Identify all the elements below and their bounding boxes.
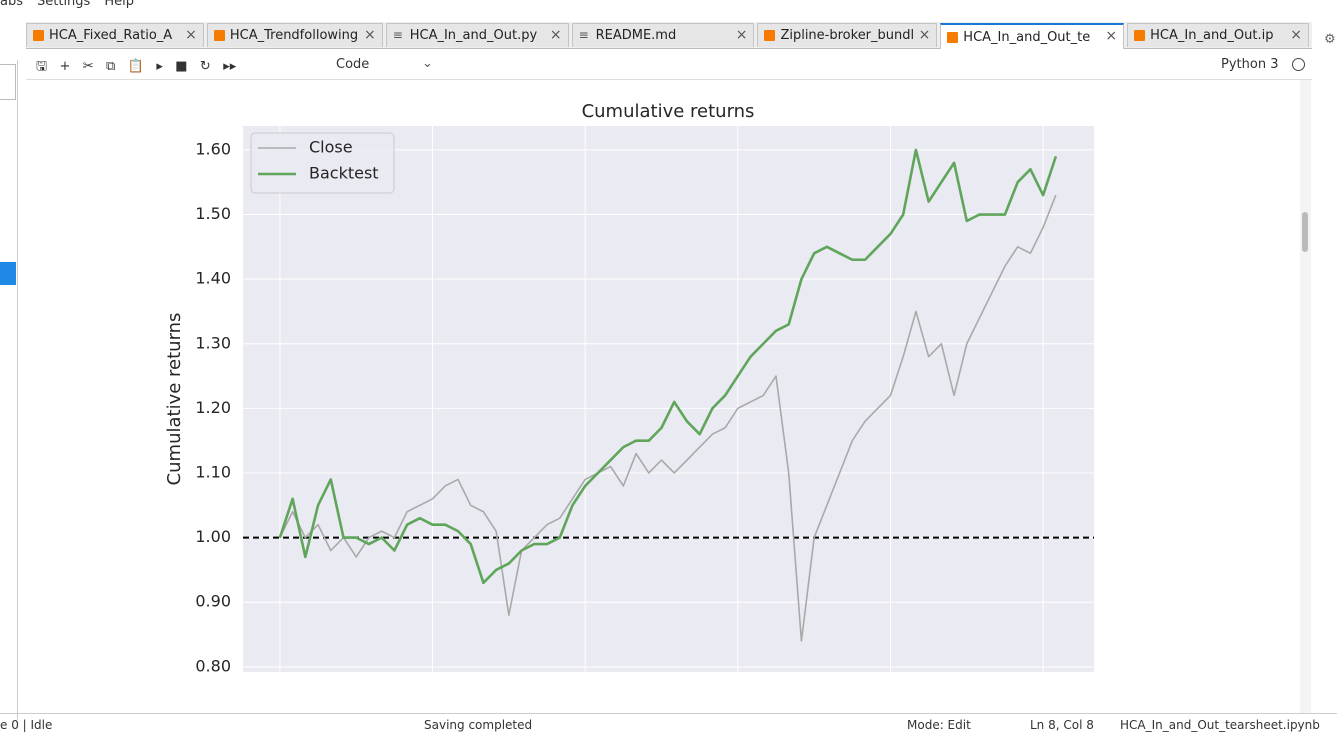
tab-close[interactable]: ×	[735, 27, 748, 43]
tab-icon	[33, 30, 44, 41]
tab[interactable]: ≡ HCA_In_and_Out.py ×	[385, 23, 569, 47]
tab-close[interactable]: ×	[1290, 27, 1303, 43]
tab[interactable]: Zipline-broker_bundl ×	[757, 23, 938, 47]
y-tick-label: 1.50	[195, 204, 231, 223]
tab-icon	[213, 30, 225, 41]
settings-icon[interactable]: ⚙	[1324, 32, 1336, 47]
tab-label: Zipline-broker_bundl	[780, 28, 915, 43]
status-bar: e 0 | Idle Saving completed Mode: Edit L…	[0, 713, 1337, 732]
tab-close[interactable]: ×	[1105, 28, 1118, 44]
y-tick-label: 1.60	[195, 139, 231, 158]
tab-icon	[947, 31, 959, 43]
tab-label: HCA_In_and_Out_te	[963, 29, 1091, 45]
file-name: HCA_In_and_Out_tearsheet.ipynb	[1120, 718, 1320, 732]
y-tick-label: 1.20	[195, 398, 231, 417]
y-tick-label: 1.00	[195, 527, 231, 546]
line-series	[278, 148, 1058, 585]
sidebar-selected[interactable]	[0, 262, 16, 285]
chart-title: Cumulative returns	[582, 101, 755, 122]
line-series	[279, 194, 1057, 642]
menu-bar: abs Settings Help	[0, 0, 134, 9]
y-tick-label: 1.10	[195, 462, 231, 481]
toolbar-icons[interactable]: 🖫 + ✂ ⧉ 📋 ▸ ■ ↻ ▸▸	[36, 59, 237, 74]
menu-item[interactable]: abs	[0, 0, 23, 9]
y-tick-label: 1.40	[195, 269, 231, 288]
legend-label: Backtest	[309, 164, 379, 183]
plot-area	[243, 126, 1094, 672]
scroll-thumb[interactable]	[1302, 212, 1308, 252]
y-tick-label: 0.90	[195, 592, 231, 611]
legend-label: Close	[309, 138, 353, 157]
tab[interactable]: HCA_Trendfollowing ×	[206, 23, 383, 47]
kernel-state: e 0 | Idle	[0, 718, 53, 732]
tab-bar: HCA_Fixed_Ratio_A × HCA_Trendfollowing × ≡ HC…	[26, 22, 1312, 49]
chart: Cumulative returns Cumulative returns 0.…	[164, 101, 1094, 675]
save-status: Saving completed	[424, 718, 533, 732]
mode: Mode: Edit	[907, 718, 971, 732]
dropdown-arrow[interactable]: ⌄	[422, 56, 433, 71]
notebook-toolbar: 🖫 + ✂ ⧉ 📋 ▸ ■ ↻ ▸▸ Code ⌄ Python 3	[26, 52, 1312, 80]
tab-close[interactable]: ×	[918, 27, 931, 43]
menu-item[interactable]: Help	[104, 0, 134, 9]
tab-icon: ≡	[392, 28, 403, 42]
tab-close[interactable]: ×	[549, 27, 562, 43]
tab-icon: ≡	[578, 28, 589, 42]
kernel-status	[1292, 58, 1305, 71]
sidebar-box	[0, 64, 16, 100]
tab-close[interactable]: ×	[185, 27, 197, 43]
tab-label: HCA_In_and_Out.py	[409, 28, 538, 43]
tab[interactable]: HCA_Fixed_Ratio_A ×	[26, 23, 204, 47]
tab-label: HCA_Fixed_Ratio_A	[49, 28, 173, 43]
tab-close[interactable]: ×	[363, 27, 376, 43]
tab-label: HCA_In_and_Out.ip	[1150, 28, 1274, 43]
scrollbar[interactable]	[1300, 80, 1311, 713]
tab[interactable]: HCA_In_and_Out_te ×	[940, 23, 1125, 49]
kernel-name[interactable]: Python 3	[1221, 57, 1279, 72]
cell-type-select[interactable]: Code	[336, 57, 370, 72]
sidebar	[0, 60, 18, 720]
y-tick-label: 0.80	[195, 656, 231, 675]
tab-icon	[1134, 30, 1146, 41]
menu-item[interactable]: Settings	[37, 0, 91, 9]
tab-icon	[764, 30, 776, 41]
tab[interactable]: HCA_In_and_Out.ip ×	[1127, 23, 1310, 47]
tab-label: HCA_Trendfollowing	[229, 28, 359, 43]
tab[interactable]: ≡ README.md ×	[571, 23, 755, 47]
cursor-position: Ln 8, Col 8	[1030, 718, 1094, 732]
tab-label: README.md	[595, 28, 677, 43]
y-tick-label: 1.30	[195, 333, 231, 352]
y-axis-label: Cumulative returns	[164, 313, 185, 486]
